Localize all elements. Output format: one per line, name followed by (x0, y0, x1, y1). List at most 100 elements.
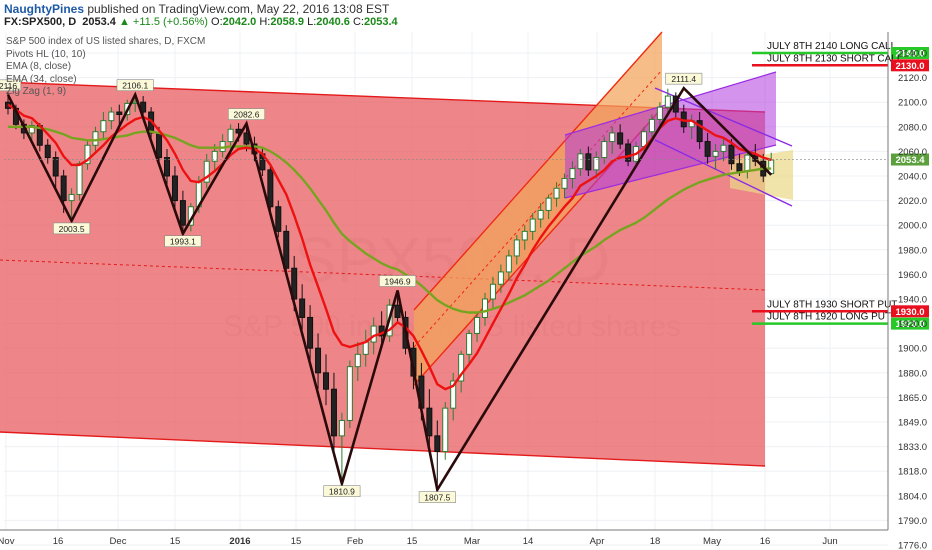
candle-body (307, 316, 314, 349)
legend-zigzag[interactable]: Zig Zag (1, 9) (6, 86, 67, 97)
option-level-tag (891, 59, 929, 72)
x-tick-label: Nov (0, 536, 15, 547)
candle-body (84, 144, 91, 165)
pivot-label: 1807.5 (424, 493, 450, 503)
ema8-line (7, 103, 772, 391)
channel-lower-line (0, 431, 766, 467)
candle-body (466, 332, 473, 355)
pivot-labels: 2116 2003.5 2106.1 1993.1 2082.6 1810.9 1946.9… (0, 72, 703, 503)
pivot-label: 1810.9 (329, 487, 355, 497)
candle-body (593, 157, 600, 171)
candle-body (664, 95, 671, 108)
pivot-label: 2116 (0, 81, 17, 91)
candle-body (299, 298, 306, 318)
candle-body (243, 132, 250, 145)
candle-body (338, 419, 345, 437)
author-name[interactable]: NaughtyPines (4, 2, 85, 16)
candle-body (92, 131, 99, 146)
pivot-label-box (164, 235, 202, 247)
x-tick-label: May (703, 536, 721, 547)
candle-body (617, 132, 624, 145)
candle-body (52, 157, 59, 177)
current-price-tag-text: 2053.4 (895, 155, 925, 166)
candle-body (585, 153, 592, 171)
option-level-label: JULY 8TH 1930 SHORT PUT (767, 299, 897, 310)
y-tick-label: 1833.0 (898, 442, 927, 453)
candle-body (28, 125, 35, 134)
y-tick-label: 2080.0 (898, 122, 927, 133)
legend-series-title[interactable]: S&P 500 index of US listed shares, D, FX… (6, 36, 206, 47)
purple-flag (565, 72, 776, 198)
candle-body (76, 163, 83, 195)
symbol-header: FX:SPX500, D 2053.4 ▲ +11.5 (+0.56%) O:2… (4, 16, 398, 28)
legend-pivots[interactable]: Pivots HL (10, 10) (6, 48, 86, 60)
candle-body (561, 177, 568, 189)
price-change: ▲ +11.5 (+0.56%) (118, 16, 208, 28)
candle-body (394, 304, 401, 318)
candle-body (426, 407, 433, 437)
candle-body (545, 197, 552, 211)
candle-body (100, 120, 107, 133)
x-tick-label: 16 (53, 536, 64, 547)
candle-body (323, 372, 329, 390)
y-tick-label: 1880.0 (898, 368, 927, 379)
candle-body (489, 283, 496, 300)
pivot-label: 1993.1 (170, 237, 196, 247)
purple-flag-lower (564, 144, 777, 199)
channel-midline (0, 259, 766, 291)
x-axis-labels: Nov 16 Dec 15 2016 15 Feb 15 Mar 14 Apr 18 May 16 Jun (0, 536, 838, 547)
pivot-label: 1946.9 (385, 277, 411, 287)
candle-body (179, 200, 186, 226)
candle-body (370, 325, 377, 343)
candle-body (521, 230, 528, 241)
candle-body (704, 141, 711, 157)
candle-body (577, 153, 584, 170)
candle-body (497, 271, 504, 285)
candle-body (171, 175, 178, 202)
candle-body (505, 255, 512, 273)
option-level-tag-text: 2130.0 (895, 61, 924, 72)
legend-ema34[interactable]: EMA (34, close) (6, 73, 77, 85)
pivot-label-box (228, 108, 266, 120)
y-tick-label: 1790.0 (898, 516, 927, 527)
option-level-tag (891, 47, 929, 59)
y-tick-label: 2120.0 (898, 73, 927, 84)
candles (5, 88, 775, 489)
candle-body (211, 150, 218, 162)
y-tick-label: 2100.0 (898, 98, 927, 109)
candle-body (44, 144, 51, 159)
candle-body (601, 141, 608, 159)
candle-body (227, 128, 234, 143)
pivot-label: 2003.5 (59, 224, 85, 234)
x-tick-label: 14 (523, 536, 534, 547)
option-level-tag-text: 2140.0 (895, 49, 924, 60)
candle-body (609, 132, 616, 143)
candle-body (275, 206, 282, 232)
candle-body (458, 353, 465, 382)
candle-body (203, 160, 210, 183)
x-tick-label: 15 (291, 536, 302, 547)
x-tick-label: Apr (590, 536, 605, 547)
candle-body (474, 316, 481, 334)
candle-body (164, 157, 170, 177)
candle-body (648, 118, 655, 133)
candle-body (712, 150, 719, 157)
symbol-name[interactable]: FX:SPX500, D (4, 16, 77, 28)
pivot-label-box (116, 79, 154, 91)
indicator-legend: S&P 500 index of US listed shares, D, FX… (6, 36, 205, 99)
legend-ema8[interactable]: EMA (8, close) (6, 61, 72, 72)
candle-body (736, 163, 743, 172)
y-tick-label: 1980.0 (898, 245, 927, 256)
candle-body (529, 218, 536, 232)
candle-body (283, 230, 290, 269)
y-tick-label: 2060.0 (898, 147, 927, 158)
ema34-line (8, 125, 772, 314)
pivot-label: 2111.4 (671, 74, 696, 84)
zigzag-line (6, 86, 773, 494)
y-tick-label: 1940.0 (898, 295, 927, 306)
candle-body (450, 380, 457, 409)
option-level-tag (891, 305, 929, 318)
y-tick-label: 2000.0 (898, 221, 927, 232)
